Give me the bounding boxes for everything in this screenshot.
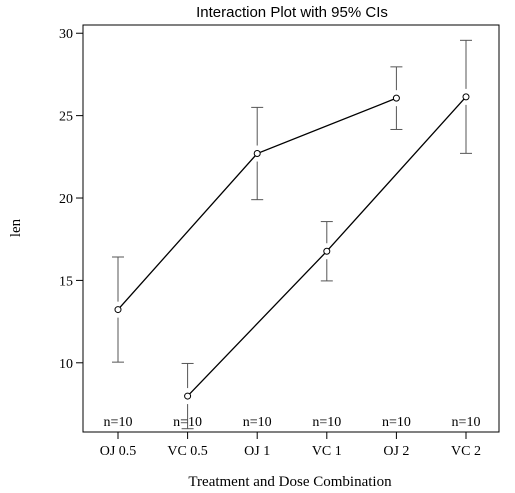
y-tick-label-30: 30	[59, 27, 73, 42]
x-axis: OJ 0.5 VC 0.5 OJ 1 VC 1 OJ 2 VC 2	[100, 432, 481, 459]
point-OJ-1	[253, 150, 261, 158]
y-axis: 10 15 20 25 30	[59, 27, 83, 372]
n-label-0: n=10	[104, 415, 133, 430]
y-axis-label: len	[8, 218, 24, 237]
mean-points	[114, 93, 470, 400]
point-VC-1	[323, 247, 331, 255]
chart-title: Interaction Plot with 95% CIs	[196, 4, 388, 21]
y-tick-label-15: 15	[59, 274, 73, 289]
series-line-VC	[187, 96, 467, 397]
n-label-2: n=10	[243, 415, 272, 430]
x-axis-label: Treatment and Dose Combination	[188, 474, 392, 490]
x-tick-label-5: VC 2	[451, 444, 481, 459]
n-label-5: n=10	[452, 415, 481, 430]
n-label-1: n=10	[173, 415, 202, 430]
x-tick-label-0: OJ 0.5	[100, 444, 137, 459]
x-tick-label-2: OJ 1	[244, 444, 270, 459]
n-label-3: n=10	[312, 415, 341, 430]
series-lines	[117, 96, 467, 397]
y-tick-label-20: 20	[59, 192, 73, 207]
point-VC-0	[184, 392, 192, 400]
error-bars	[112, 39, 472, 430]
point-OJ-0	[114, 306, 122, 314]
y-tick-label-10: 10	[59, 357, 73, 372]
x-tick-label-3: VC 1	[312, 444, 342, 459]
point-VC-2	[462, 93, 470, 101]
point-OJ-2	[392, 94, 400, 102]
x-tick-label-4: OJ 2	[383, 444, 409, 459]
y-tick-label-25: 25	[59, 110, 73, 125]
x-tick-label-1: VC 0.5	[167, 444, 207, 459]
sample-size-labels: n=10 n=10 n=10 n=10 n=10 n=10	[104, 415, 481, 430]
plot-frame	[82, 24, 500, 433]
n-label-4: n=10	[382, 415, 411, 430]
